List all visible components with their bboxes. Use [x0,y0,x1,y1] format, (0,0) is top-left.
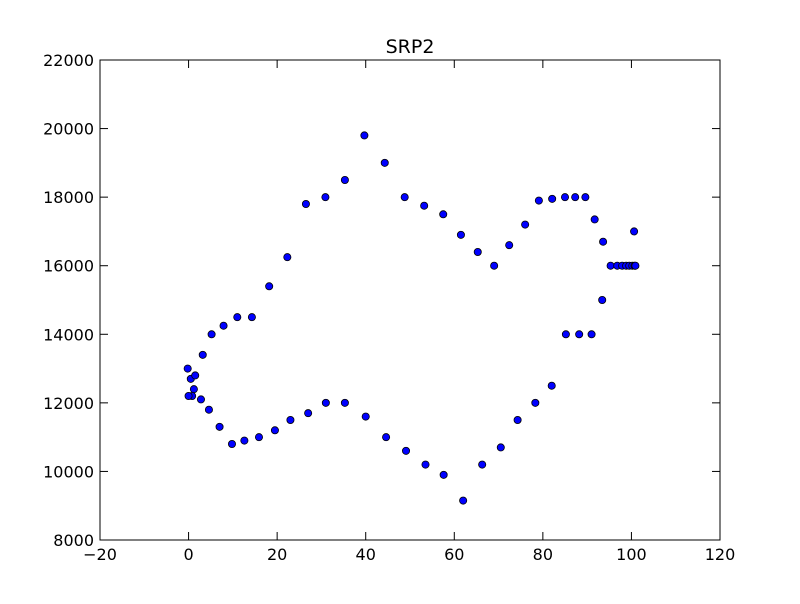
scatter-point [286,415,295,424]
scatter-point [191,371,200,380]
scatter-point [571,193,580,202]
scatter-point [227,439,236,448]
scatter-point [590,215,599,224]
x-tick-label: 100 [616,545,647,564]
scatter-point [561,330,570,339]
plot-frame [99,59,721,541]
scatter-point [599,237,608,246]
x-tick-label: 60 [444,545,464,564]
scatter-point [219,321,228,330]
scatter-point [207,330,216,339]
scatter-point [598,295,607,304]
y-tick-label: 16000 [43,257,94,276]
scatter-point [631,261,640,270]
scatter-point [340,175,349,184]
scatter-point [198,350,207,359]
scatter-point [204,405,213,414]
scatter-point [321,398,330,407]
scatter-point [575,330,584,339]
scatter-point [196,395,205,404]
scatter-point [402,446,411,455]
scatter-point [215,422,224,431]
chart-title: SRP2 [386,36,435,58]
scatter-point [420,201,429,210]
y-tick-label: 14000 [43,325,94,344]
scatter-point [340,398,349,407]
scatter-point [459,496,468,505]
scatter-point [321,193,330,202]
scatter-point [581,193,590,202]
scatter-point [421,460,430,469]
y-tick-label: 12000 [43,394,94,413]
scatter-point [490,261,499,270]
y-tick-label: 10000 [43,462,94,481]
y-tick-label: 22000 [43,51,94,70]
scatter-point [240,436,249,445]
scatter-point [265,282,274,291]
x-tick-label: 0 [183,545,193,564]
scatter-point [254,433,263,442]
scatter-point [561,193,570,202]
scatter-point [505,241,514,250]
scatter-point [534,196,543,205]
scatter-point [439,470,448,479]
scatter-point [360,131,369,140]
y-tick-label: 20000 [43,120,94,139]
x-tick-label: −20 [83,545,117,564]
scatter-point [301,199,310,208]
scatter-point [478,460,487,469]
scatter-point [380,158,389,167]
scatter-point [304,409,313,418]
scatter-point [513,415,522,424]
scatter-point [183,364,192,373]
x-tick-label: 40 [356,545,376,564]
scatter-point [548,194,557,203]
scatter-point [606,261,615,270]
scatter-point [382,433,391,442]
y-tick-label: 18000 [43,188,94,207]
x-tick-label: 80 [533,545,553,564]
scatter-point [184,391,193,400]
scatter-point [270,426,279,435]
scatter-point [189,385,198,394]
scatter-point [233,313,242,322]
scatter-point [456,230,465,239]
scatter-point [547,381,556,390]
scatter-point [361,412,370,421]
x-tick-label: 120 [705,545,736,564]
scatter-point [439,210,448,219]
scatter-point [473,247,482,256]
scatter-point [283,253,292,262]
scatter-point [531,398,540,407]
y-tick-label: 8000 [53,531,94,550]
scatter-point [521,220,530,229]
scatter-point [496,443,505,452]
scatter-point [630,227,639,236]
x-tick-label: 20 [267,545,287,564]
scatter-point [247,313,256,322]
scatter-point [400,193,409,202]
scatter-point [587,330,596,339]
